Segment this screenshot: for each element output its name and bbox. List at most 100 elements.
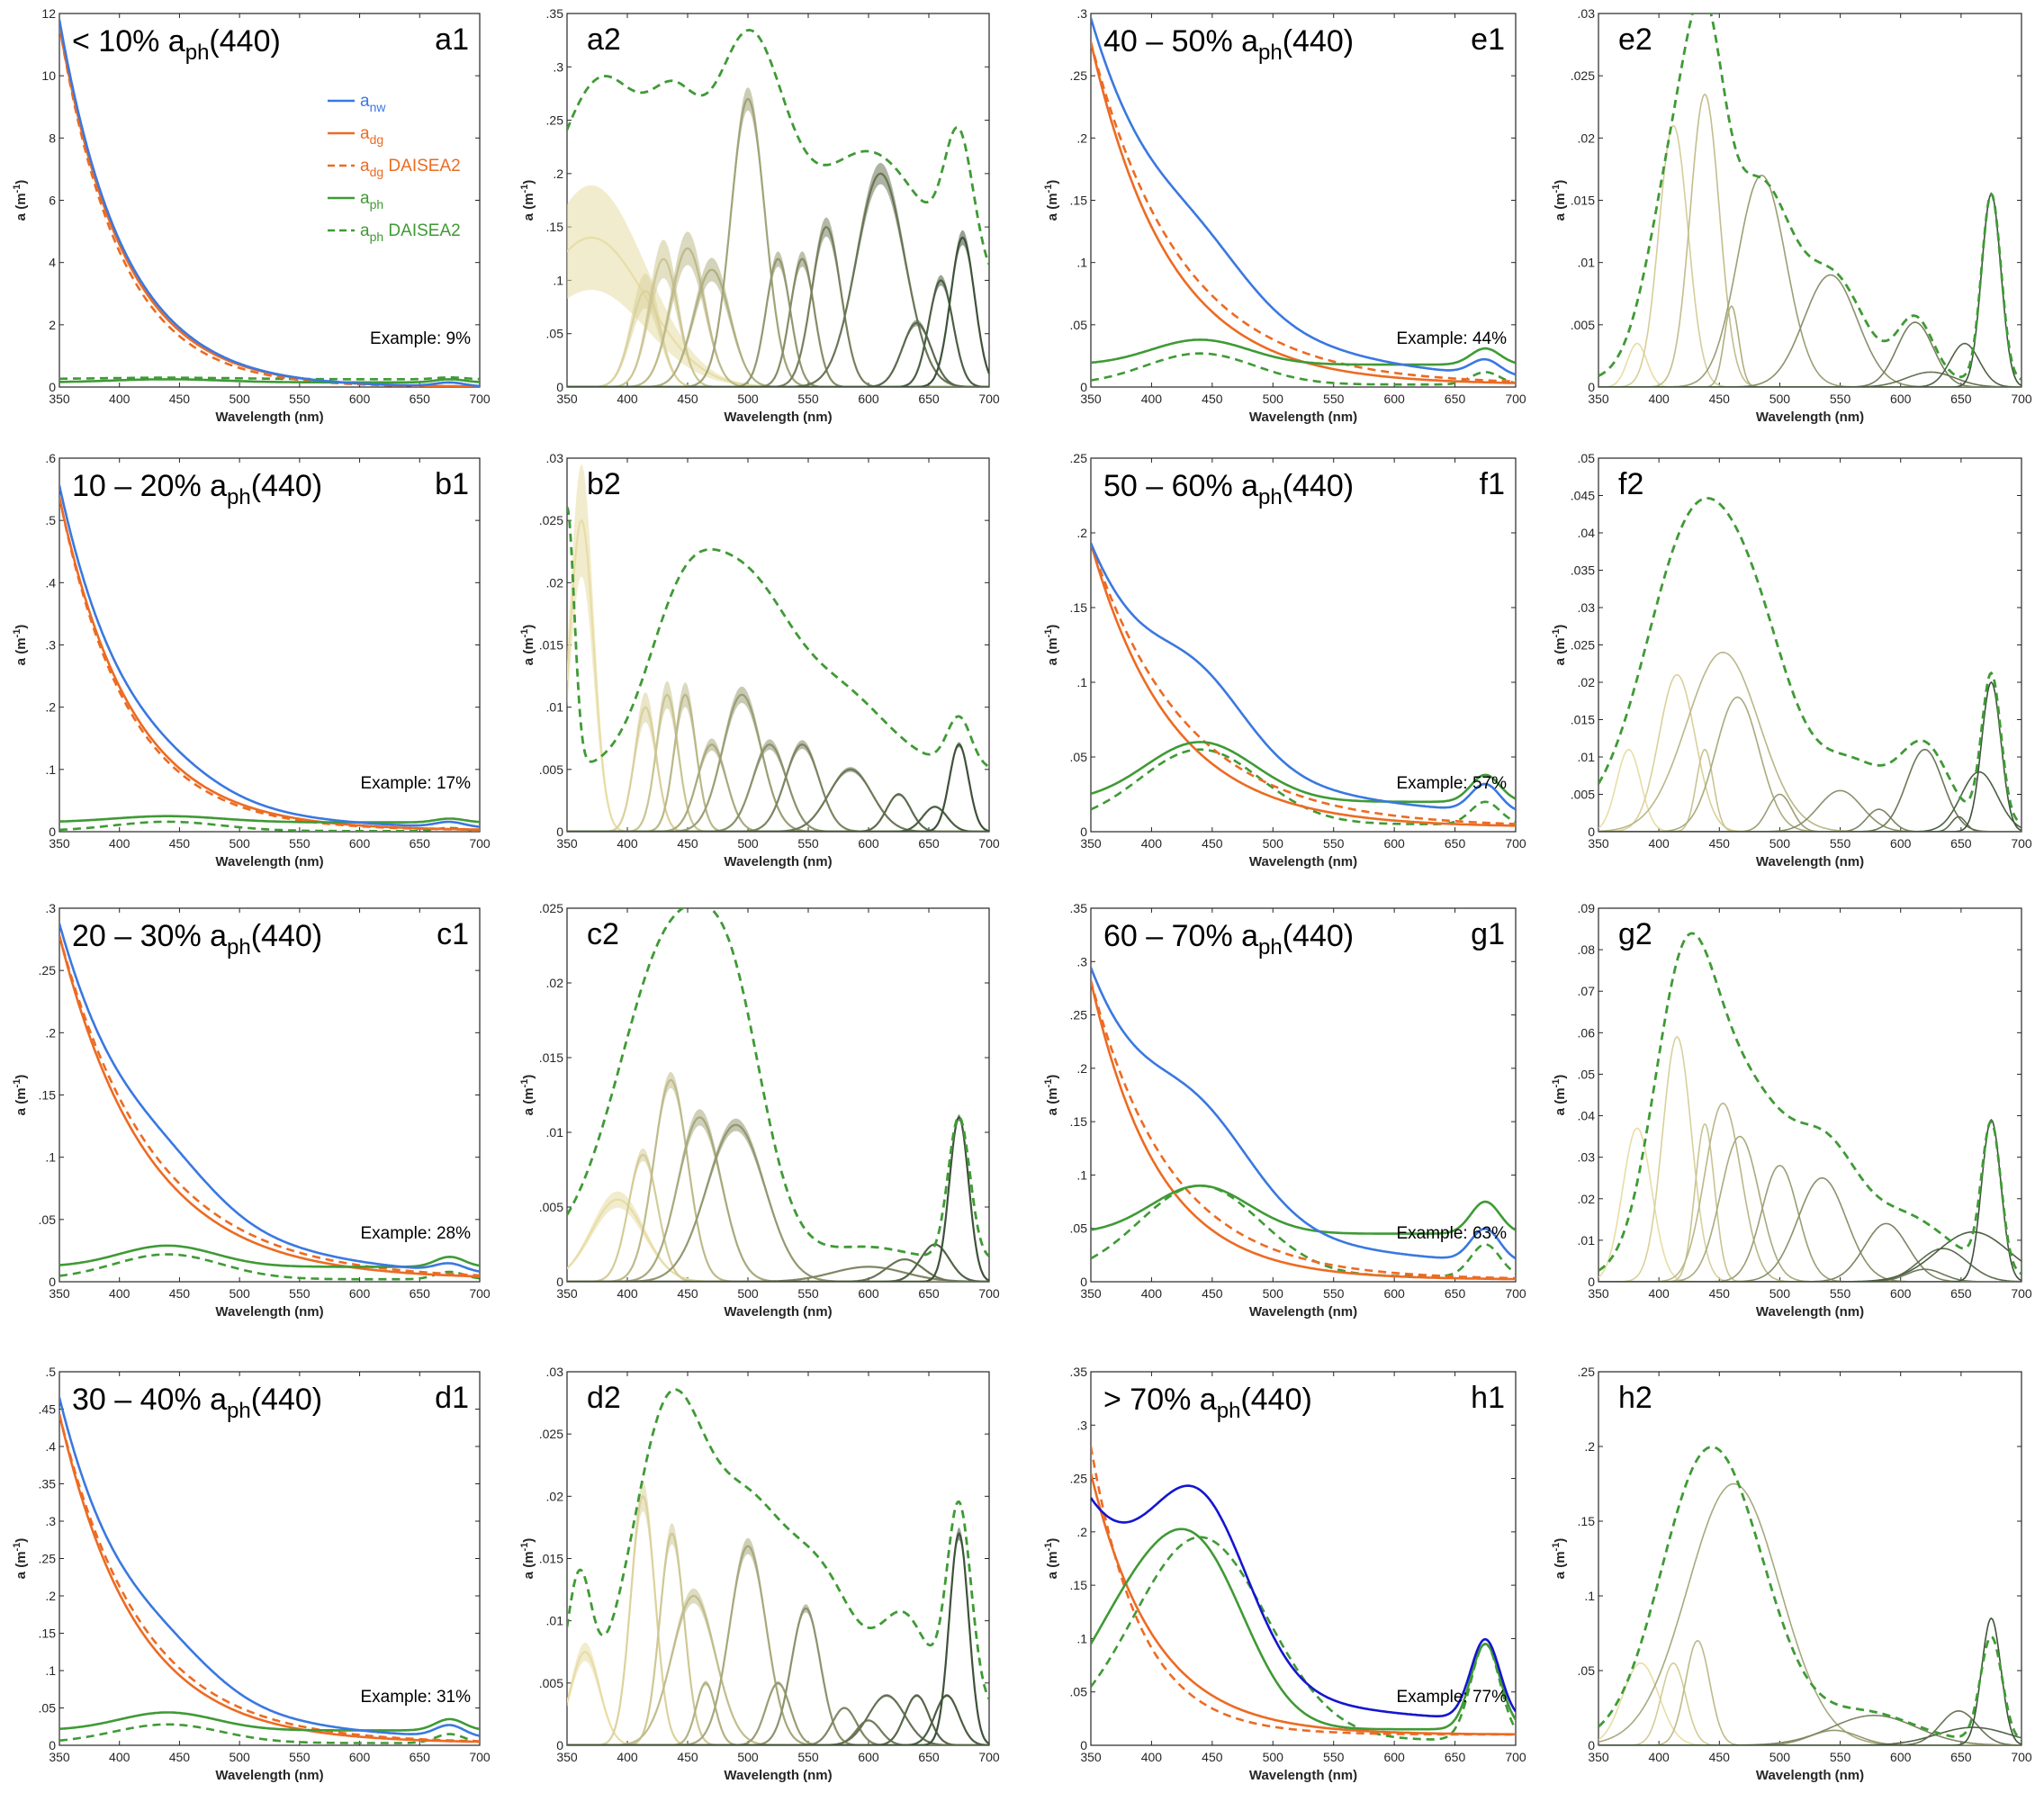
y-tick-label: 10	[41, 68, 56, 83]
x-tick-label: 600	[1383, 392, 1405, 406]
panel-title: 50 – 60% aph(440)	[1103, 469, 1354, 509]
x-tick-label: 650	[1950, 1286, 1972, 1301]
gaussian-band	[1598, 815, 2021, 832]
gaussian-band-uncertainty	[567, 739, 989, 832]
y-tick-label: .15	[546, 220, 564, 234]
x-tick-label: 550	[1830, 836, 1851, 851]
x-tick-label: 650	[410, 1286, 431, 1301]
x-tick-label: 450	[1202, 836, 1223, 851]
x-tick-label: 600	[349, 392, 371, 406]
y-tick-label: .2	[45, 1589, 56, 1603]
gaussian-band	[567, 97, 989, 387]
aph-daisea2-line	[1598, 1446, 2021, 1742]
x-tick-label: 600	[349, 1750, 371, 1764]
x-tick-label: 600	[349, 1286, 371, 1301]
y-tick-label: .015	[1571, 713, 1595, 727]
gaussian-band	[567, 1545, 989, 1745]
x-tick-label: 550	[1323, 1286, 1345, 1301]
y-tick-label: .25	[1578, 1365, 1596, 1379]
x-axis-label: Wavelength (nm)	[1756, 1768, 1864, 1783]
x-axis-label: Wavelength (nm)	[215, 854, 323, 869]
plot-area	[1091, 1446, 1516, 1741]
adg-line	[59, 1414, 480, 1743]
y-tick-label: .3	[553, 59, 563, 74]
y-tick-label: .09	[1578, 901, 1596, 915]
y-tick-label: .01	[1578, 256, 1596, 270]
panel-label: f1	[1480, 467, 1505, 501]
gaussian-band	[1598, 305, 2021, 387]
y-axis-label: a (m-1)	[519, 625, 536, 666]
gaussian-band	[567, 693, 989, 832]
y-tick-label: .01	[1578, 750, 1596, 764]
y-tick-label: .05	[1578, 1663, 1596, 1678]
y-tick-label: .05	[1070, 1221, 1088, 1236]
x-tick-label: 700	[2011, 1286, 2032, 1301]
adg-line	[1091, 543, 1516, 827]
y-tick-label: .1	[553, 273, 563, 287]
panel-h2: 350 400 450 500 550 600 650 700 0 .05 .1 .15 .2 .25 Wa…	[1551, 1365, 2032, 1783]
y-tick-label: .5	[45, 1365, 56, 1379]
x-axis-label: Wavelength (nm)	[724, 1768, 832, 1783]
panel-g2: 350 400 450 500 550 600 650 700 0 .01 .02 .03 .04 .05…	[1551, 901, 2032, 1320]
gaussian-band	[1598, 1102, 2021, 1282]
adg-daisea2-line	[1091, 41, 1516, 383]
aph-daisea2-line	[59, 1253, 480, 1281]
aph-daisea2-line	[1598, 14, 2021, 381]
gaussian-band	[567, 693, 989, 832]
gaussian-band	[567, 257, 989, 387]
anw-line	[59, 19, 480, 387]
x-tick-label: 500	[229, 836, 250, 851]
y-tick-label: .15	[1578, 1514, 1596, 1528]
panel-label: h1	[1471, 1381, 1505, 1415]
x-tick-label: 500	[1769, 1286, 1791, 1301]
x-tick-label: 400	[617, 1750, 638, 1764]
gaussian-band	[1598, 789, 2021, 832]
x-tick-label: 500	[1769, 392, 1791, 406]
panel-a1: 350 400 450 500 550 600 650 700 0 2 4 6 8 10 12 Wavelen…	[12, 6, 491, 425]
y-tick-label: 0	[1588, 824, 1595, 839]
y-tick-label: 0	[1080, 1738, 1087, 1752]
example-annotation: Example: 44%	[1396, 329, 1507, 348]
y-tick-label: .2	[1076, 1525, 1087, 1539]
x-tick-label: 550	[289, 836, 311, 851]
y-axis-label: a (m-1)	[1551, 625, 1568, 666]
x-tick-label: 450	[169, 836, 191, 851]
y-tick-label: 0	[556, 380, 563, 394]
y-tick-label: .3	[1076, 1418, 1087, 1432]
plot-area	[59, 1397, 480, 1744]
gaussian-band	[1598, 1035, 2021, 1282]
y-tick-label: .1	[45, 1663, 56, 1678]
x-axis-label: Wavelength (nm)	[1249, 1768, 1357, 1783]
x-tick-label: 400	[617, 836, 638, 851]
x-tick-label: 350	[1080, 1286, 1102, 1301]
gaussian-band	[567, 693, 989, 832]
y-axis-label: a (m-1)	[1551, 1075, 1568, 1116]
gaussian-band	[1598, 1715, 2021, 1745]
x-tick-label: 650	[918, 392, 940, 406]
x-tick-label: 700	[2011, 836, 2032, 851]
y-axis-label: a (m-1)	[12, 625, 29, 666]
x-tick-label: 650	[1950, 836, 1972, 851]
x-tick-label: 550	[1830, 1286, 1851, 1301]
y-tick-label: .015	[539, 638, 563, 653]
x-tick-label: 350	[1080, 392, 1102, 406]
x-tick-label: 450	[1709, 836, 1731, 851]
gaussian-band	[1598, 1248, 2021, 1282]
y-tick-label: .025	[539, 901, 563, 915]
gaussian-band-uncertainty	[567, 464, 989, 832]
x-axis-label: Wavelength (nm)	[215, 410, 323, 425]
aph-line	[1091, 741, 1516, 804]
y-tick-label: .05	[1578, 451, 1596, 465]
panel-label: b1	[435, 467, 469, 501]
x-tick-label: 700	[469, 1750, 491, 1764]
panel-c2: 350 400 450 500 550 600 650 700 0 .005 .01 .015 .02.…	[519, 901, 1000, 1320]
x-tick-label: 650	[918, 1286, 940, 1301]
x-tick-label: 700	[469, 836, 491, 851]
plot-area	[1598, 497, 2021, 832]
plot-area	[567, 908, 989, 1282]
y-tick-label: .05	[39, 1212, 57, 1227]
y-tick-label: .03	[1578, 6, 1596, 21]
x-tick-label: 700	[1505, 836, 1526, 851]
panel-title: > 70% aph(440)	[1103, 1383, 1312, 1423]
aph-daisea2-line	[567, 506, 989, 768]
